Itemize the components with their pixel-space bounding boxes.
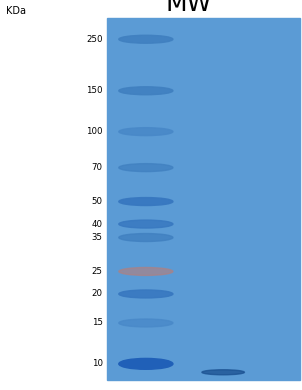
Text: 250: 250 [86,35,103,44]
Ellipse shape [119,358,173,369]
Ellipse shape [119,319,173,327]
Text: 70: 70 [92,163,103,172]
Ellipse shape [202,370,244,375]
Text: 10: 10 [92,359,103,369]
Text: 150: 150 [86,86,103,95]
Ellipse shape [119,198,173,206]
Text: 15: 15 [92,319,103,328]
Ellipse shape [119,87,173,95]
Ellipse shape [119,290,173,298]
Text: MW: MW [165,0,212,16]
Text: 100: 100 [86,127,103,136]
Text: 40: 40 [92,220,103,229]
Text: 20: 20 [92,289,103,298]
Ellipse shape [119,128,173,136]
Text: KDa: KDa [6,5,26,16]
Ellipse shape [119,220,173,228]
Text: 35: 35 [92,233,103,242]
Ellipse shape [119,234,173,241]
Text: 25: 25 [92,267,103,276]
Text: 50: 50 [92,197,103,206]
Ellipse shape [119,35,173,43]
Ellipse shape [119,268,173,275]
Ellipse shape [119,164,173,172]
